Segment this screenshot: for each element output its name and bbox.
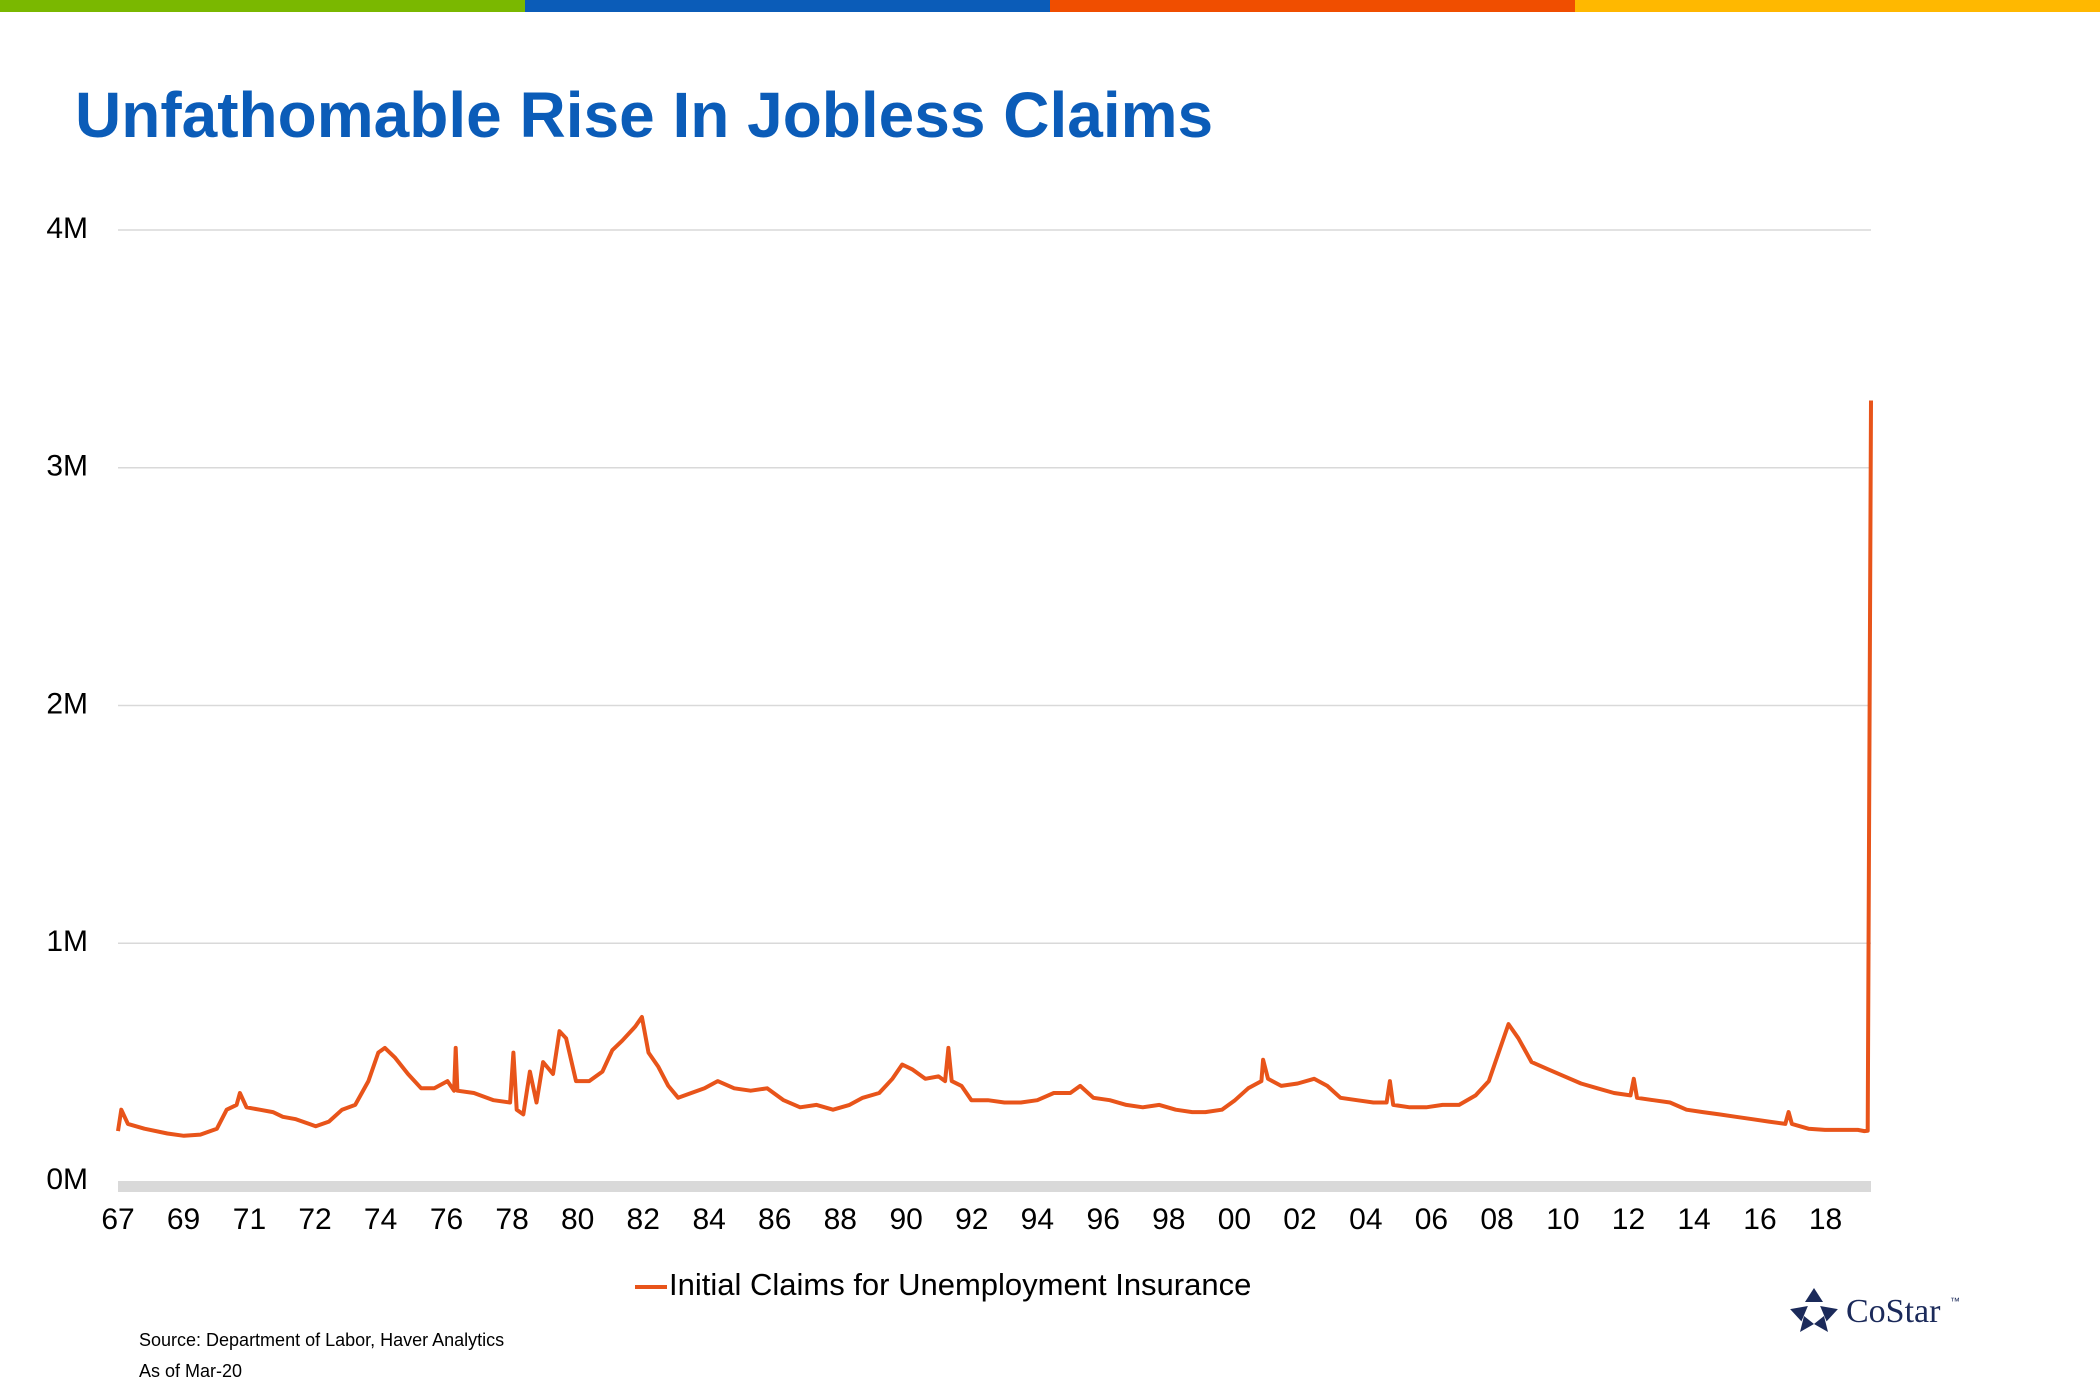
x-tick-label: 84 bbox=[692, 1203, 725, 1236]
x-axis-band bbox=[118, 1181, 1871, 1192]
legend-label: Initial Claims for Unemployment Insuranc… bbox=[669, 1267, 1251, 1302]
x-tick-label: 80 bbox=[561, 1203, 594, 1236]
logo-piece bbox=[1790, 1305, 1808, 1322]
x-tick-label: 16 bbox=[1743, 1203, 1776, 1236]
x-tick-label: 10 bbox=[1546, 1203, 1579, 1236]
y-tick-label: 0M bbox=[46, 1163, 88, 1196]
x-tick-label: 72 bbox=[298, 1203, 331, 1236]
y-tick-label: 2M bbox=[46, 687, 88, 720]
x-tick-label: 92 bbox=[955, 1203, 988, 1236]
x-tick-label: 82 bbox=[627, 1203, 660, 1236]
chart-title: Unfathomable Rise In Jobless Claims bbox=[75, 79, 1213, 151]
logo-text: CoStar bbox=[1846, 1293, 1941, 1330]
x-tick-label: 86 bbox=[758, 1203, 791, 1236]
logo-tm: ™ bbox=[1950, 1297, 1960, 1308]
x-tick-label: 78 bbox=[495, 1203, 528, 1236]
x-tick-label: 08 bbox=[1480, 1203, 1513, 1236]
y-tick-label: 4M bbox=[46, 212, 88, 245]
x-tick-label: 04 bbox=[1349, 1203, 1382, 1236]
x-tick-label: 06 bbox=[1415, 1203, 1448, 1236]
x-tick-label: 67 bbox=[101, 1203, 134, 1236]
x-tick-label: 74 bbox=[364, 1203, 397, 1236]
color-bar bbox=[0, 0, 525, 12]
logo-piece bbox=[1814, 1316, 1828, 1332]
x-tick-label: 00 bbox=[1218, 1203, 1251, 1236]
line-series bbox=[116, 400, 1873, 1138]
color-bar bbox=[1050, 0, 1575, 12]
x-tick-label: 98 bbox=[1152, 1203, 1185, 1236]
x-tick-label: 14 bbox=[1677, 1203, 1710, 1236]
logo-piece bbox=[1805, 1288, 1823, 1302]
x-tick-label: 88 bbox=[824, 1203, 857, 1236]
color-bar bbox=[1575, 0, 2100, 12]
y-tick-label: 1M bbox=[46, 925, 88, 958]
x-tick-label: 12 bbox=[1612, 1203, 1645, 1236]
note: As of Mar-20 bbox=[139, 1361, 242, 1381]
x-tick-label: 90 bbox=[890, 1203, 923, 1236]
y-tick-label: 3M bbox=[46, 450, 88, 483]
x-tick-label: 71 bbox=[233, 1203, 266, 1236]
x-tick-label: 94 bbox=[1021, 1203, 1054, 1236]
x-tick-label: 69 bbox=[167, 1203, 200, 1236]
color-bar bbox=[525, 0, 1050, 12]
x-tick-label: 96 bbox=[1087, 1203, 1120, 1236]
x-tick-label: 18 bbox=[1809, 1203, 1842, 1236]
x-tick-label: 76 bbox=[430, 1203, 463, 1236]
x-tick-label: 02 bbox=[1283, 1203, 1316, 1236]
source: Source: Department of Labor, Haver Analy… bbox=[139, 1330, 504, 1350]
logo-piece bbox=[1820, 1305, 1838, 1322]
logo-piece bbox=[1800, 1316, 1814, 1332]
logo-icon bbox=[1790, 1288, 1838, 1332]
